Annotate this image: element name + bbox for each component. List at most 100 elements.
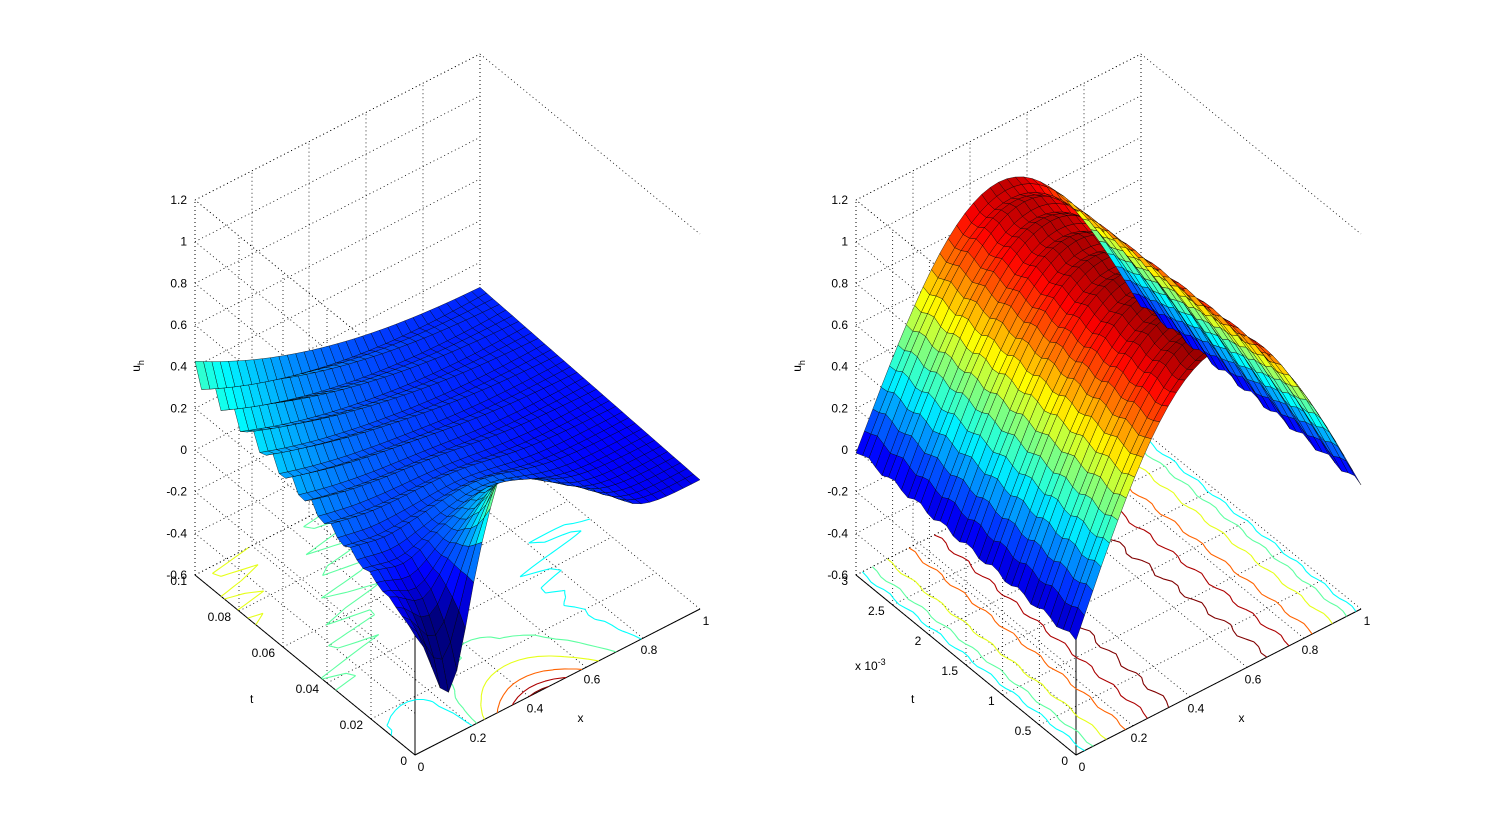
gridline-z — [194, 199, 416, 381]
gridline-z — [194, 95, 481, 243]
right-surface-plot: 0 0.2 0.4 0.6 0.8 1 0 0.5 1 1.5 2 2.5 3-0.6 -0.4 -0.2 0… — [790, 53, 1371, 774]
gridline-z — [194, 53, 481, 201]
x-tick-label: 0.8 — [1302, 643, 1319, 657]
z-tick-label: -0.2 — [827, 485, 848, 499]
gridline-z — [194, 283, 416, 464]
gridline-z — [855, 491, 1077, 672]
z-tick-label: 1.2 — [170, 193, 187, 207]
floor-contour — [933, 468, 1290, 719]
gridline-t — [1075, 608, 1362, 756]
t-axis-label: t — [250, 692, 254, 706]
floor-contour — [528, 685, 550, 698]
floor-contour — [861, 431, 1357, 752]
t-tick-label: 0 — [1061, 754, 1068, 768]
axis-line — [194, 574, 416, 756]
z-tick-label: 0.6 — [831, 318, 848, 332]
floor-contour — [386, 518, 642, 736]
gridline-z — [855, 199, 1077, 381]
gridline-z — [194, 324, 416, 506]
gridline-z — [855, 574, 1077, 756]
t-tick-label: 0.04 — [296, 682, 320, 696]
t-axis-label: t — [911, 692, 915, 706]
floor-contour — [212, 547, 599, 720]
surface-cell — [194, 360, 211, 390]
gridline-z — [194, 491, 416, 672]
gridline-t — [1039, 578, 1325, 726]
t-tick-label: 0.02 — [340, 718, 364, 732]
z-tick-label: 0.6 — [170, 318, 187, 332]
z-tick-label: 0 — [841, 443, 848, 457]
z-tick-label: 0.8 — [831, 276, 848, 290]
z-axis-label: uh — [790, 360, 807, 372]
x-tick-label: 0.2 — [1131, 731, 1148, 745]
gridline-t — [370, 572, 657, 720]
gridline-z — [855, 449, 1077, 631]
x-tick-label: 0 — [418, 760, 425, 774]
gridline-t — [965, 518, 1252, 666]
t-tick-label: 0.1 — [170, 574, 187, 588]
t-tick-label: 1.5 — [941, 664, 958, 678]
gridline-z — [855, 95, 1142, 243]
x-tick-label: 0.8 — [641, 643, 658, 657]
z-tick-label: 1.2 — [831, 193, 848, 207]
gridline-z — [194, 533, 416, 714]
z-axis-label-subscript: h — [136, 360, 146, 365]
z-tick-label: -0.6 — [827, 568, 848, 582]
gridline-z — [194, 261, 481, 409]
t-axis-multiplier: x 10-3 — [855, 657, 886, 673]
t-tick-label: 1 — [988, 694, 995, 708]
t-tick-label: 0.5 — [1015, 724, 1032, 738]
gridline-z — [855, 241, 1077, 422]
floor-contour — [887, 444, 1333, 740]
gridline-z — [194, 136, 481, 284]
gridline-z — [194, 408, 416, 589]
x-tick-label: 0 — [1079, 760, 1086, 774]
z-axis-label-subscript: h — [797, 360, 807, 365]
gridline-z — [855, 283, 1077, 464]
floor-contour — [496, 668, 583, 713]
x-axis-label: x — [1239, 711, 1245, 725]
z-tick-label: 0.4 — [170, 360, 187, 374]
z-axis-label: uh — [129, 360, 146, 372]
t-tick-label: 2.5 — [868, 604, 885, 618]
z-tick-label: 0.2 — [170, 401, 187, 415]
x-tick-label: 0.2 — [470, 731, 487, 745]
gridline-t — [414, 608, 701, 756]
z-tick-label: -0.2 — [166, 485, 187, 499]
gridline-t — [326, 536, 613, 684]
box-edge — [479, 53, 701, 235]
t-tick-label: 0.08 — [208, 610, 232, 624]
x-tick-label: 1 — [1364, 614, 1371, 628]
surface-cell — [855, 430, 872, 456]
t-tick-label: 3 — [841, 574, 848, 588]
gridline-z — [194, 574, 416, 756]
left-surface-plot: 0 0.2 0.4 0.6 0.8 1 0 0.02 0.04 0.06 0.08 0.1-0.6 -0… — [129, 53, 710, 774]
gridline-z — [855, 324, 1077, 506]
t-tick-label: 2 — [915, 634, 922, 648]
t-axis-multiplier-exponent: -3 — [878, 657, 886, 667]
z-tick-label: 1 — [841, 235, 848, 249]
z-tick-label: 0.2 — [831, 401, 848, 415]
gridline-x — [251, 545, 473, 727]
gridline-z — [194, 178, 481, 326]
floor-contour — [511, 677, 567, 706]
x-axis-label: x — [578, 711, 584, 725]
floor-contour — [871, 436, 1348, 747]
gridline-z — [194, 220, 481, 368]
gridline-z — [194, 449, 416, 631]
gridline-t — [1002, 548, 1288, 696]
z-tick-label: 1 — [180, 235, 187, 249]
z-tick-label: -0.6 — [166, 568, 187, 582]
z-tick-label: 0 — [180, 443, 187, 457]
z-tick-label: -0.4 — [166, 526, 187, 540]
gridline-z — [855, 53, 1142, 201]
gridline-z — [194, 241, 416, 422]
z-tick-label: 0.4 — [831, 360, 848, 374]
t-tick-label: 0 — [400, 754, 407, 768]
x-tick-label: 1 — [703, 614, 710, 628]
x-tick-label: 0.4 — [527, 702, 544, 716]
box-edge — [1140, 53, 1362, 235]
t-tick-label: 0.06 — [252, 646, 276, 660]
z-tick-label: -0.4 — [827, 526, 848, 540]
